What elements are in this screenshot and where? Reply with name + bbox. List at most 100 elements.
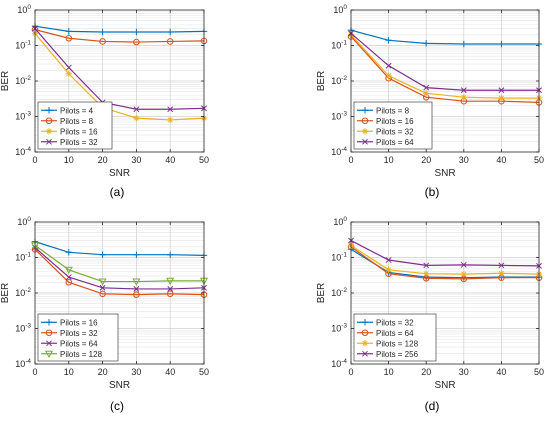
x-tick-label: 30 bbox=[131, 155, 141, 165]
panel-caption-a: (a) bbox=[110, 185, 125, 199]
y-tick-label: 10-4 bbox=[331, 358, 347, 369]
series-3 bbox=[347, 242, 543, 278]
data-point bbox=[167, 106, 174, 113]
y-tick-label: 100 bbox=[333, 4, 347, 15]
data-point bbox=[385, 37, 392, 44]
data-point bbox=[133, 251, 140, 258]
x-tick-label: 40 bbox=[165, 367, 175, 377]
y-axis-label: BER bbox=[316, 283, 327, 304]
y-tick-label: 10-3 bbox=[15, 323, 31, 334]
legend-item: Pilots = 8 bbox=[41, 117, 94, 126]
data-point bbox=[460, 87, 467, 94]
data-point bbox=[65, 70, 72, 77]
data-point bbox=[423, 90, 430, 97]
legend-item: Pilots = 64 bbox=[357, 138, 414, 147]
x-axis-label: SNR bbox=[109, 380, 130, 391]
x-tick-label: 30 bbox=[459, 155, 469, 165]
legend-label: Pilots = 16 bbox=[60, 318, 98, 327]
y-tick-label: 10-1 bbox=[15, 252, 31, 263]
data-point bbox=[64, 266, 73, 275]
y-tick-label: 10-2 bbox=[15, 287, 31, 298]
legend-label: Pilots = 64 bbox=[376, 329, 414, 338]
series-line bbox=[34, 247, 205, 290]
y-axis-label: BER bbox=[0, 71, 11, 92]
legend-marker bbox=[45, 319, 53, 326]
legend-label: Pilots = 64 bbox=[60, 339, 98, 348]
data-point bbox=[498, 40, 505, 48]
y-tick-label: 10-1 bbox=[331, 40, 347, 51]
legend-marker bbox=[45, 117, 53, 125]
panel-caption-d: (d) bbox=[425, 399, 440, 413]
legend-item: Pilots = 32 bbox=[41, 138, 98, 147]
x-axis-label: SNR bbox=[109, 168, 130, 179]
data-point bbox=[167, 116, 174, 124]
legend-label: Pilots = 128 bbox=[376, 339, 419, 348]
data-point bbox=[460, 270, 467, 278]
x-tick-label: 40 bbox=[165, 155, 175, 165]
data-point bbox=[133, 38, 140, 46]
legend-marker bbox=[361, 128, 369, 135]
data-point bbox=[65, 28, 72, 35]
chart-panel-b: 0 10 20 30 40 50 10-4 10-3 10-2 10-1 100 SNR BER Pilo… bbox=[316, 4, 544, 179]
y-tick-label: 10-2 bbox=[331, 75, 347, 86]
data-point bbox=[132, 278, 141, 286]
series-4 bbox=[348, 237, 542, 269]
data-point bbox=[460, 40, 467, 48]
legend-item: Pilots = 16 bbox=[41, 127, 98, 136]
series-line bbox=[350, 34, 539, 99]
legend-marker bbox=[45, 128, 53, 135]
data-point bbox=[167, 286, 174, 292]
series-line bbox=[350, 29, 539, 45]
legend-marker bbox=[361, 340, 369, 347]
legend-item: Pilots = 16 bbox=[357, 117, 414, 126]
legend-label: Pilots = 128 bbox=[60, 350, 103, 359]
data-point bbox=[133, 106, 140, 113]
legend-marker bbox=[362, 138, 368, 145]
chart-panel-d: 0 10 20 30 40 50 10-4 10-3 10-2 10-1 100 SNR BER Pilo… bbox=[316, 216, 544, 391]
series-line bbox=[350, 32, 539, 91]
legend-marker bbox=[361, 117, 369, 125]
data-point bbox=[498, 270, 505, 277]
chart-panel-c: 0 10 20 30 40 50 10-4 10-3 10-2 10-1 100 SNR BER Pilo… bbox=[0, 216, 209, 391]
legend-item: Pilots = 16 bbox=[41, 318, 98, 327]
series-line bbox=[350, 240, 540, 267]
data-point bbox=[498, 87, 505, 94]
legend-item: Pilots = 8 bbox=[357, 106, 410, 115]
x-tick-label: 50 bbox=[199, 367, 209, 377]
y-axis-label: BER bbox=[316, 71, 327, 92]
legend-label: Pilots = 8 bbox=[376, 106, 410, 115]
data-point bbox=[133, 286, 140, 292]
legend-item: Pilots = 64 bbox=[357, 329, 414, 338]
x-tick-label: 20 bbox=[421, 155, 431, 165]
y-tick-label: 10-1 bbox=[15, 40, 31, 51]
panel-caption-b: (b) bbox=[425, 185, 440, 199]
x-tick-label: 40 bbox=[496, 367, 506, 377]
x-tick-label: 50 bbox=[534, 155, 544, 165]
series-line bbox=[34, 29, 205, 43]
data-point bbox=[167, 251, 174, 258]
legend-item: Pilots = 32 bbox=[41, 329, 98, 338]
series-line bbox=[350, 244, 540, 275]
y-tick-label: 10-3 bbox=[331, 323, 347, 334]
x-tick-label: 40 bbox=[496, 155, 506, 165]
x-tick-label: 10 bbox=[384, 155, 394, 165]
data-point bbox=[99, 251, 106, 258]
data-point bbox=[65, 274, 72, 281]
grid bbox=[351, 10, 539, 152]
series-line bbox=[34, 28, 205, 110]
y-tick-label: 10-2 bbox=[15, 75, 31, 86]
chart-panel-a: 0 10 20 30 40 50 10-4 10-3 10-2 10-1 100 SNR BER Pilo… bbox=[0, 4, 209, 179]
legend-item: Pilots = 64 bbox=[41, 339, 98, 348]
data-point bbox=[133, 28, 140, 36]
legend-label: Pilots = 16 bbox=[60, 127, 98, 136]
data-point bbox=[99, 28, 106, 36]
legend-label: Pilots = 4 bbox=[60, 106, 94, 115]
data-point bbox=[385, 266, 392, 274]
data-point bbox=[385, 72, 392, 80]
legend-label: Pilots = 32 bbox=[60, 329, 98, 338]
y-tick-label: 10-2 bbox=[331, 287, 347, 298]
y-tick-label: 10-3 bbox=[15, 111, 31, 122]
y-tick-label: 10-4 bbox=[331, 146, 347, 157]
legend-marker bbox=[361, 107, 369, 114]
